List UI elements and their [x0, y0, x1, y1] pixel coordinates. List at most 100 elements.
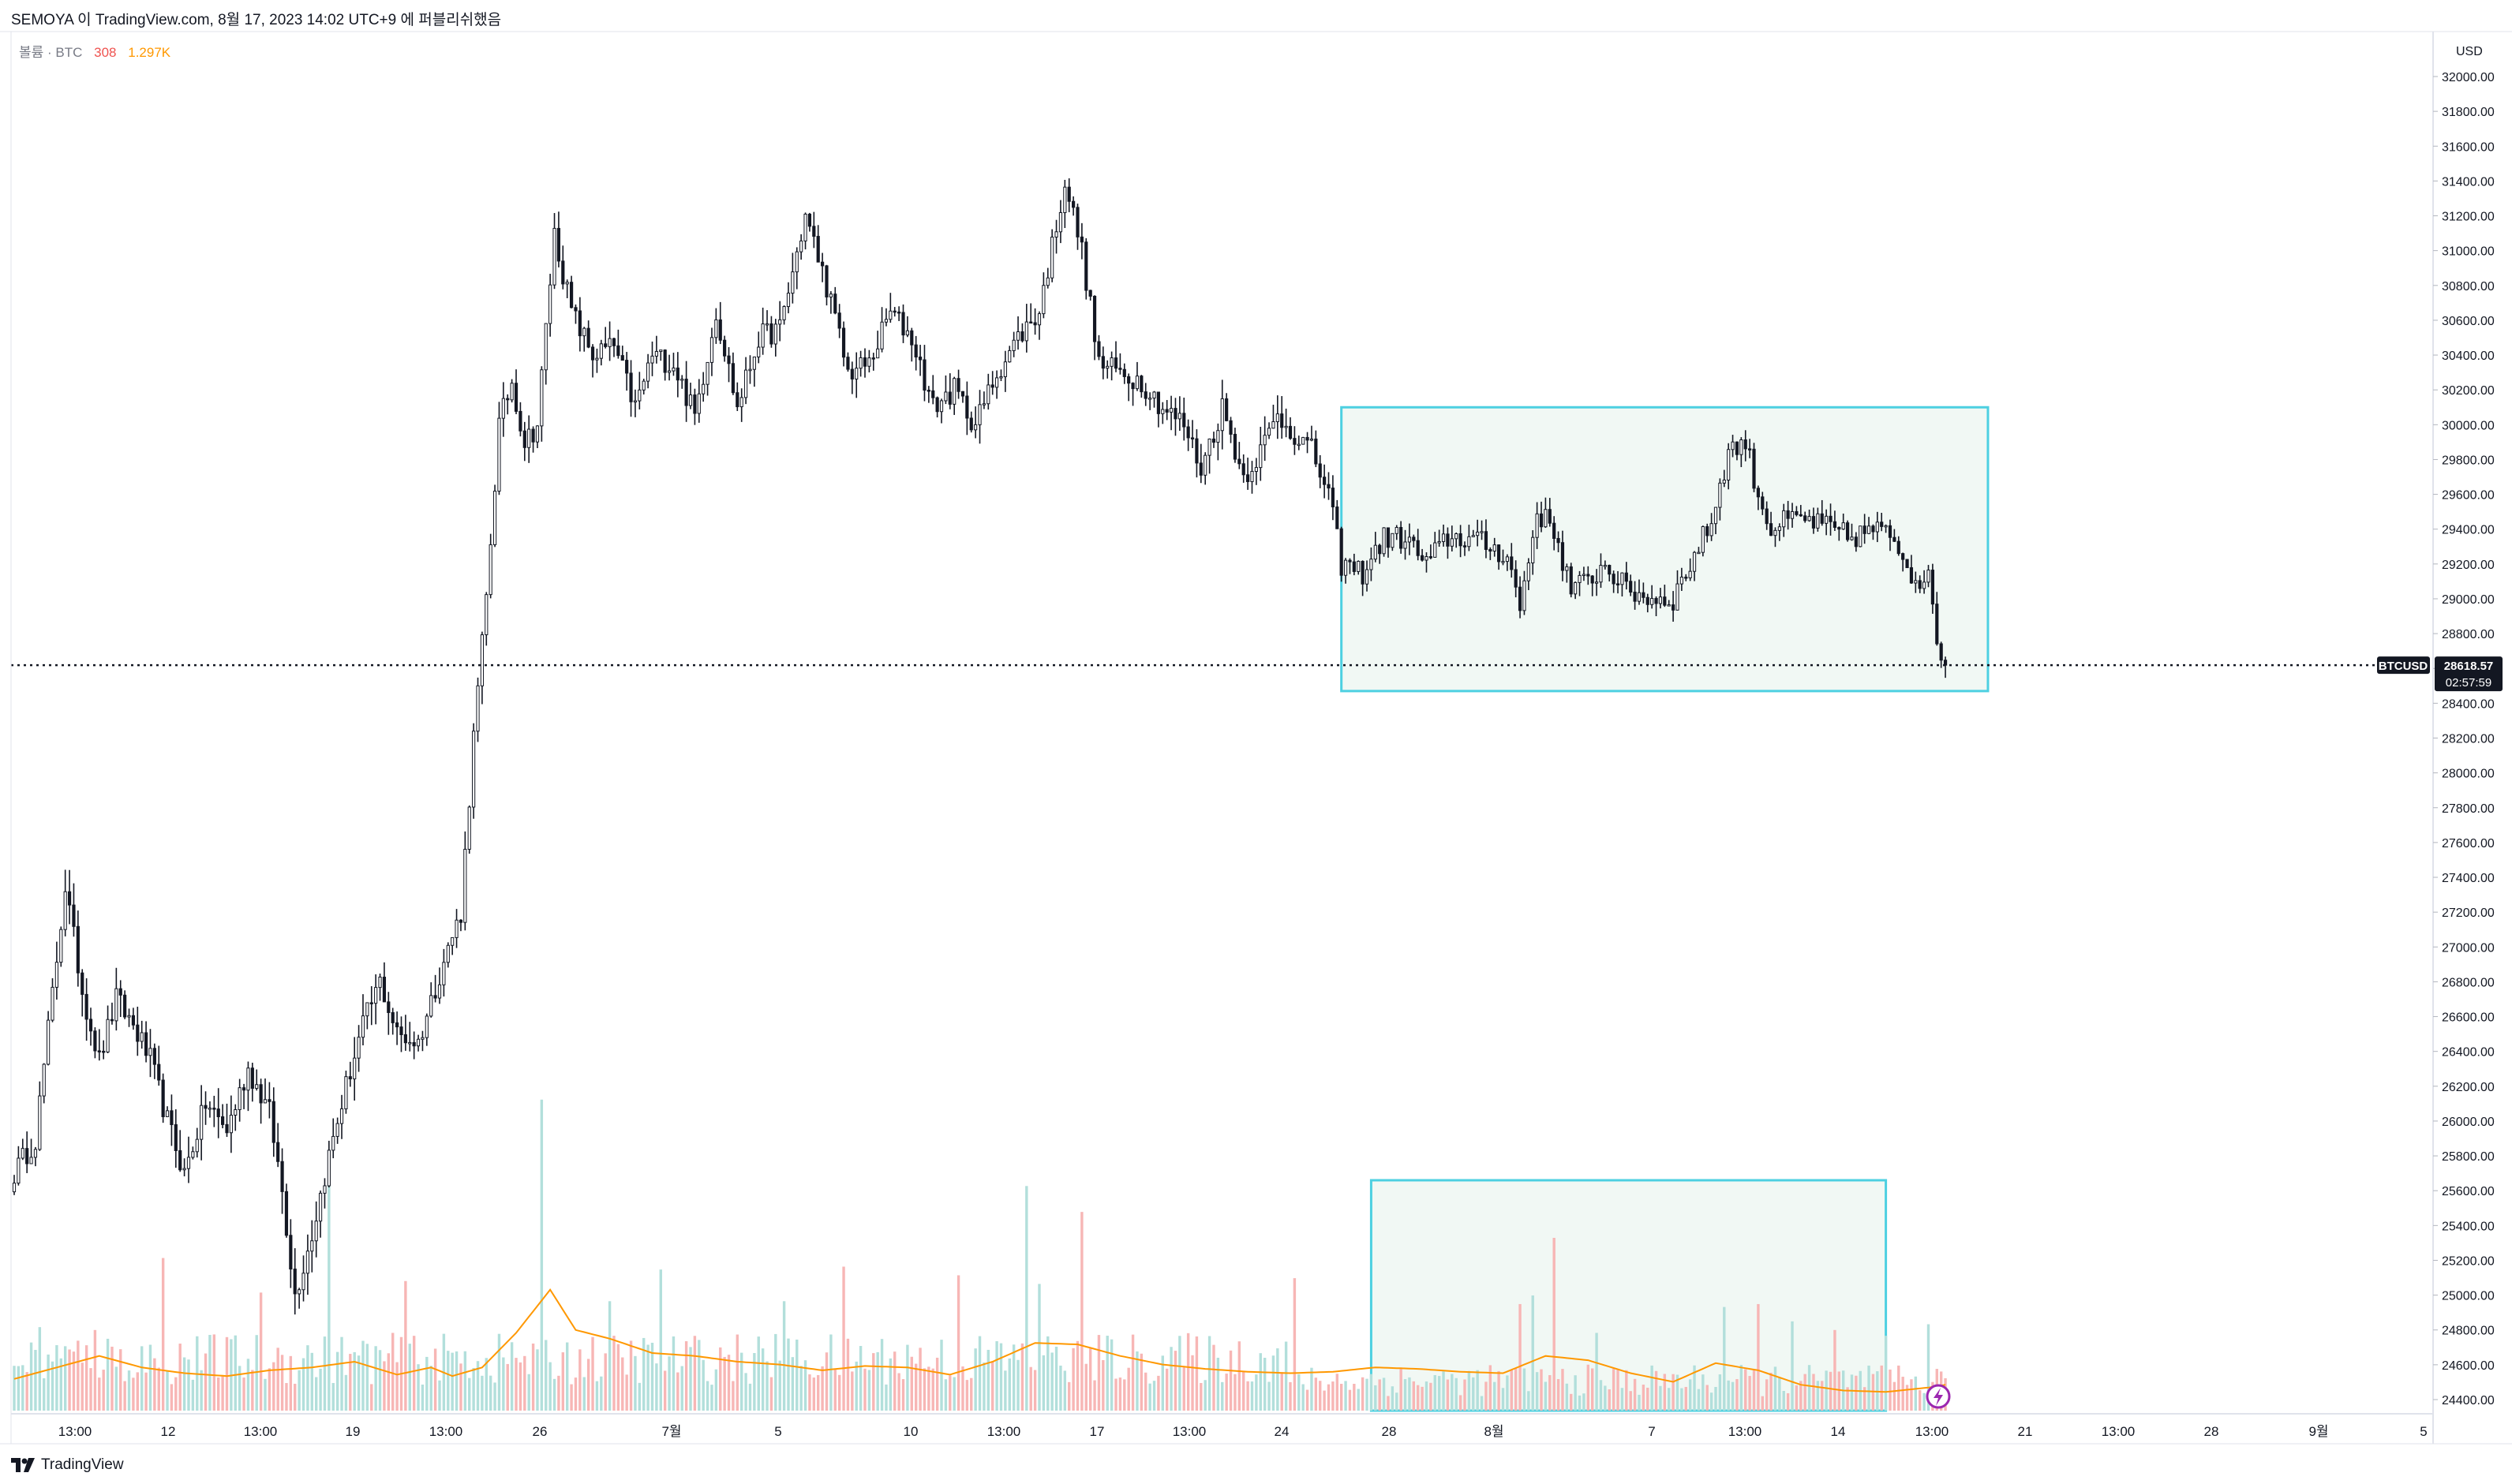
- lightning-alert-icon[interactable]: [1926, 1384, 1951, 1409]
- candle: [616, 329, 620, 359]
- candle-body: [357, 1037, 361, 1059]
- candle: [467, 805, 471, 854]
- volume-bar: [1612, 1369, 1615, 1411]
- volume-bar: [1735, 1379, 1739, 1411]
- candle-body: [1152, 391, 1156, 399]
- candle-body: [1866, 525, 1871, 534]
- price-tick-label: 26800.00: [2442, 976, 2495, 989]
- volume-bar: [136, 1372, 140, 1411]
- candle: [1458, 525, 1462, 558]
- candle: [1484, 519, 1488, 559]
- candle-body: [1399, 527, 1403, 549]
- volume-bars: [13, 1099, 1947, 1411]
- candle: [1615, 570, 1620, 594]
- volume-bar: [178, 1344, 182, 1411]
- candle: [914, 335, 918, 371]
- candle-body: [1131, 383, 1135, 390]
- candle-body: [1165, 409, 1169, 413]
- volume-bar: [1280, 1372, 1283, 1411]
- volume-bar: [1237, 1341, 1241, 1411]
- candle-body: [1612, 574, 1615, 585]
- candle: [408, 1022, 412, 1052]
- volume-bar: [1697, 1389, 1701, 1411]
- candle-body: [1305, 436, 1309, 441]
- candle-body: [1672, 604, 1675, 611]
- time-tick-label: 7월: [661, 1424, 681, 1439]
- volume-bar: [1365, 1378, 1368, 1411]
- volume-bar: [383, 1361, 386, 1411]
- volume-bar: [1599, 1380, 1603, 1411]
- candle: [795, 247, 799, 290]
- volume-bar: [1387, 1396, 1390, 1411]
- volume-bar: [1170, 1347, 1173, 1411]
- candle: [1722, 469, 1726, 488]
- volume-bar: [757, 1336, 760, 1411]
- candle-body: [841, 327, 846, 358]
- candle: [990, 371, 994, 395]
- candle: [1859, 525, 1862, 548]
- candle-body: [1127, 376, 1131, 384]
- candle-body: [416, 1038, 421, 1047]
- volume-bar: [604, 1353, 607, 1411]
- volume-bar: [1025, 1186, 1028, 1411]
- candle-body: [863, 357, 867, 367]
- candle: [485, 592, 489, 646]
- candle: [1156, 391, 1161, 428]
- currency-label[interactable]: USD: [2456, 45, 2483, 58]
- volume-bar: [723, 1356, 726, 1411]
- candle-body: [1076, 207, 1080, 237]
- volume-bar: [719, 1347, 722, 1411]
- volume-bar: [1693, 1365, 1696, 1411]
- candle-body: [1884, 525, 1888, 528]
- candle-body: [131, 1015, 136, 1026]
- candle-body: [608, 338, 612, 347]
- volume-bar: [1063, 1370, 1067, 1411]
- volume-bar: [825, 1352, 829, 1411]
- candle: [1331, 475, 1335, 521]
- candle: [1480, 520, 1484, 540]
- candle-body: [718, 319, 722, 341]
- volume-bar: [1914, 1376, 1918, 1411]
- volume-bar: [1289, 1381, 1292, 1411]
- candle-body: [276, 1142, 280, 1162]
- volume-bar: [953, 1377, 956, 1411]
- volume-bar: [761, 1348, 765, 1411]
- volume-bar: [421, 1384, 425, 1411]
- volume-bar: [174, 1377, 178, 1411]
- candle: [246, 1061, 250, 1112]
- candle: [1845, 520, 1850, 542]
- candle: [786, 282, 791, 314]
- price-tick-label: 25800.00: [2442, 1150, 2495, 1164]
- candle-body: [684, 379, 688, 406]
- candle-body: [1003, 361, 1007, 377]
- candle-body: [1293, 438, 1297, 445]
- candle-body: [403, 1034, 407, 1044]
- volume-bar: [1454, 1377, 1458, 1411]
- tradingview-footer[interactable]: TradingView: [11, 1456, 124, 1474]
- volume-bar: [642, 1337, 646, 1411]
- candle-body: [1790, 510, 1795, 519]
- candle: [901, 304, 905, 343]
- volume-bar: [489, 1375, 492, 1411]
- volume-bar: [1174, 1351, 1177, 1411]
- candle-body: [1816, 513, 1820, 529]
- candle: [1288, 417, 1293, 440]
- candle: [506, 394, 510, 415]
- volume-bar: [974, 1348, 977, 1411]
- candle: [12, 1175, 17, 1195]
- volume-bar: [629, 1340, 633, 1411]
- candle-body: [1880, 521, 1884, 527]
- volume-bar: [1570, 1393, 1573, 1411]
- candle-body: [765, 323, 769, 326]
- volume-bar: [63, 1346, 67, 1411]
- candle: [1378, 544, 1382, 564]
- candle: [1514, 560, 1518, 598]
- candle-body: [408, 1041, 412, 1045]
- candle: [620, 346, 624, 361]
- candle: [76, 910, 80, 987]
- candle: [604, 327, 608, 349]
- volume-bar: [1267, 1381, 1271, 1411]
- volume-bar: [472, 1367, 475, 1411]
- candle-body: [1548, 509, 1552, 524]
